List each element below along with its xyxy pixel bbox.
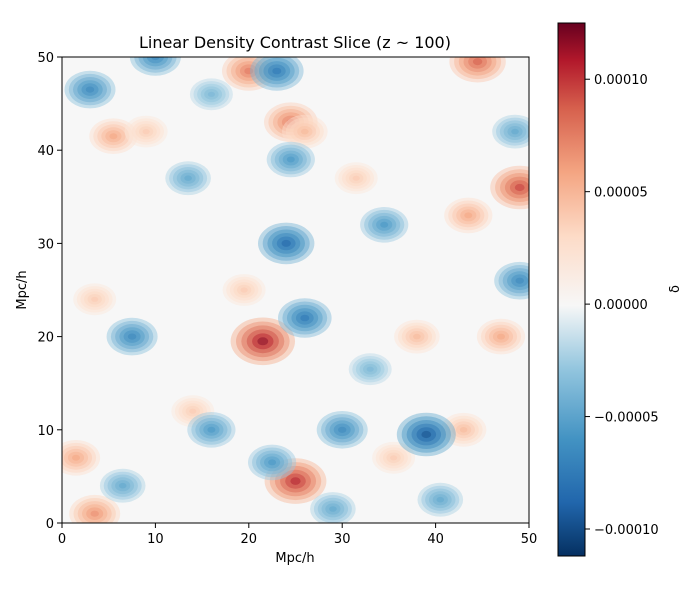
colorbar-tick-label: 0.00000 xyxy=(594,298,648,313)
heatmap-feature-3 xyxy=(449,57,506,83)
heatmap-feature-39 xyxy=(189,78,233,111)
colorbar-gradient xyxy=(558,23,585,556)
heatmap-feature-2 xyxy=(490,165,529,210)
x-tick-label: 40 xyxy=(427,532,444,547)
colorbar-label: δ xyxy=(668,285,683,293)
x-tick-label: 30 xyxy=(334,532,351,547)
heatmap-feature-31 xyxy=(248,444,297,481)
heatmap-feature-19 xyxy=(73,283,117,316)
heatmap-feature-20 xyxy=(396,412,456,457)
colorbar-tick-label: 0.00010 xyxy=(594,73,648,88)
heatmap-feature-11 xyxy=(394,319,440,354)
colorbar-tick-label: −0.00005 xyxy=(594,411,659,426)
y-tick-label: 20 xyxy=(37,331,54,346)
heatmap-feature-24 xyxy=(64,70,116,109)
x-tick-label: 0 xyxy=(58,532,66,547)
colorbar-tick-label: −0.00010 xyxy=(594,523,659,538)
x-axis-label: Mpc/h xyxy=(275,551,314,566)
y-tick-label: 30 xyxy=(37,237,54,252)
heatmap-feature-29 xyxy=(360,207,409,243)
colorbar: −0.00010 −0.00005 0.00000 0.00005 0.00010 δ xyxy=(557,22,683,557)
heatmap-feature-18 xyxy=(171,395,215,428)
x-axis: 0 10 20 30 40 50 xyxy=(58,523,537,547)
heatmap-feature-13 xyxy=(124,115,168,148)
heatmap-feature-36 xyxy=(165,161,211,196)
heatmap-feature-25 xyxy=(106,317,158,356)
y-tick-label: 0 xyxy=(46,517,54,532)
y-tick-label: 10 xyxy=(37,424,54,439)
heatmap-feature-30 xyxy=(266,141,315,178)
heatmap-feature-21 xyxy=(258,222,315,265)
heatmap-feature-6 xyxy=(69,494,121,523)
heatmap-feature-10 xyxy=(476,318,526,355)
y-tick-label: 50 xyxy=(37,51,54,66)
y-axis: 0 10 20 30 40 50 xyxy=(37,51,62,532)
heatmap-feature-27 xyxy=(494,261,529,300)
heatmap-area xyxy=(61,56,530,524)
heatmap-feature-7 xyxy=(89,118,138,154)
heatmap-feature-34 xyxy=(492,114,529,149)
heatmap-feature-26 xyxy=(316,411,368,449)
heatmap-feature-8 xyxy=(62,440,101,476)
heatmap-feature-32 xyxy=(187,412,236,448)
heatmap-feature-4 xyxy=(264,102,318,142)
chart-title: Linear Density Contrast Slice (z ~ 100) xyxy=(139,33,451,52)
heatmap-feature-38 xyxy=(348,353,392,386)
colorbar-frame xyxy=(557,22,586,557)
heatmap-feature-28 xyxy=(129,57,181,76)
x-tick-label: 20 xyxy=(241,532,258,547)
heatmap-feature-9 xyxy=(444,197,493,234)
heatmap-feature-5 xyxy=(222,57,276,91)
heatmap-feature-15 xyxy=(440,412,487,447)
heatmap-feature-14 xyxy=(222,274,266,306)
y-axis-label: Mpc/h xyxy=(15,270,30,309)
heatmap-feature-0 xyxy=(230,317,295,366)
heatmap-feature-22 xyxy=(250,57,304,91)
heatmap-feature-37 xyxy=(99,468,146,503)
x-tick-label: 10 xyxy=(147,532,164,547)
colorbar-tick-label: 0.00005 xyxy=(594,186,648,201)
heatmap-features xyxy=(62,57,529,523)
heatmap-feature-23 xyxy=(278,298,332,338)
heatmap-feature-1 xyxy=(264,458,327,504)
heatmap-feature-17 xyxy=(334,162,378,195)
colorbar-ticks: −0.00010 −0.00005 0.00000 0.00005 0.00010 xyxy=(585,73,659,538)
heatmap-feature-33 xyxy=(310,492,356,523)
heatmap-feature-16 xyxy=(372,441,416,474)
x-tick-label: 50 xyxy=(521,532,538,547)
heatmap-background xyxy=(62,57,529,523)
plot-frame xyxy=(61,56,530,524)
heatmap-feature-35 xyxy=(417,482,464,517)
heatmap-feature-12 xyxy=(282,114,328,149)
y-tick-label: 40 xyxy=(37,144,54,159)
